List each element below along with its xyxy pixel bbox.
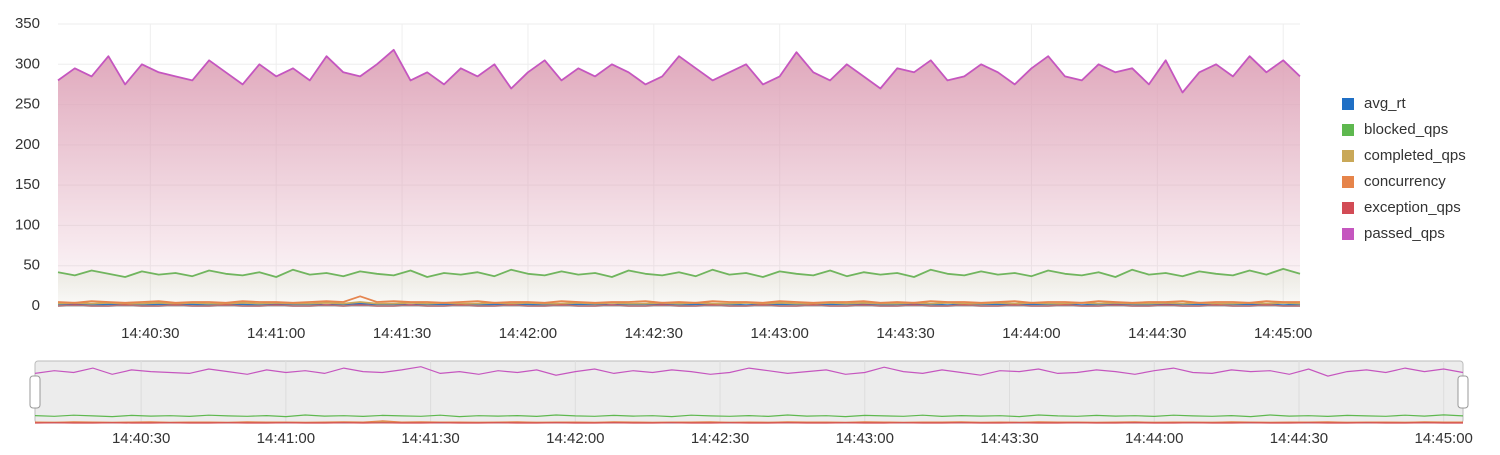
x-tick-label: 14:45:00 xyxy=(1254,325,1312,342)
x-tick-label: 14:41:00 xyxy=(247,325,305,342)
slider-tick-label: 14:45:00 xyxy=(1415,430,1473,447)
slider-tick-label: 14:43:00 xyxy=(836,430,894,447)
slider-tick-label: 14:44:00 xyxy=(1125,430,1183,447)
legend-label[interactable]: completed_qps xyxy=(1364,147,1466,164)
slider-tick-label: 14:40:30 xyxy=(112,430,170,447)
x-tick-label: 14:43:30 xyxy=(876,325,934,342)
y-tick-label: 50 xyxy=(23,257,40,274)
slider-tick-label: 14:42:00 xyxy=(546,430,604,447)
legend-label[interactable]: avg_rt xyxy=(1364,95,1407,112)
legend-swatch xyxy=(1342,228,1354,240)
x-tick-label: 14:42:30 xyxy=(625,325,683,342)
y-tick-label: 300 xyxy=(15,55,40,72)
legend-swatch xyxy=(1342,202,1354,214)
x-tick-label: 14:44:30 xyxy=(1128,325,1186,342)
x-tick-label: 14:44:00 xyxy=(1002,325,1060,342)
slider-tick-label: 14:43:30 xyxy=(980,430,1038,447)
line xyxy=(57,48,1301,94)
x-tick-label: 14:41:30 xyxy=(373,325,431,342)
y-tick-label: 250 xyxy=(15,96,40,113)
y-tick-label: 200 xyxy=(15,136,40,153)
y-tick-label: 0 xyxy=(32,297,40,314)
y-tick-label: 100 xyxy=(15,216,40,233)
legend-label[interactable]: concurrency xyxy=(1364,173,1446,190)
slider-handle[interactable] xyxy=(29,375,41,409)
slider-line xyxy=(34,414,1464,418)
slider-handle[interactable] xyxy=(1457,375,1469,409)
y-tick-label: 350 xyxy=(15,15,40,32)
slider-line xyxy=(34,420,1463,423)
slider-tick-label: 14:41:00 xyxy=(257,430,315,447)
legend-swatch xyxy=(1342,176,1354,188)
slider-line xyxy=(34,366,1464,377)
slider-tick-label: 14:42:30 xyxy=(691,430,749,447)
x-tick-label: 14:40:30 xyxy=(121,325,179,342)
slider-tick-label: 14:41:30 xyxy=(401,430,459,447)
x-tick-label: 14:42:00 xyxy=(499,325,557,342)
legend-swatch xyxy=(1342,124,1354,136)
legend-label[interactable]: blocked_qps xyxy=(1364,121,1448,138)
legend-label[interactable]: exception_qps xyxy=(1364,199,1461,216)
y-tick-label: 150 xyxy=(15,176,40,193)
legend-label[interactable]: passed_qps xyxy=(1364,225,1445,242)
slider-tick-label: 14:44:30 xyxy=(1270,430,1328,447)
legend-swatch xyxy=(1342,98,1354,110)
legend-swatch xyxy=(1342,150,1354,162)
area xyxy=(58,49,1300,307)
zoom-slider[interactable] xyxy=(34,360,1464,424)
x-tick-label: 14:43:00 xyxy=(751,325,809,342)
